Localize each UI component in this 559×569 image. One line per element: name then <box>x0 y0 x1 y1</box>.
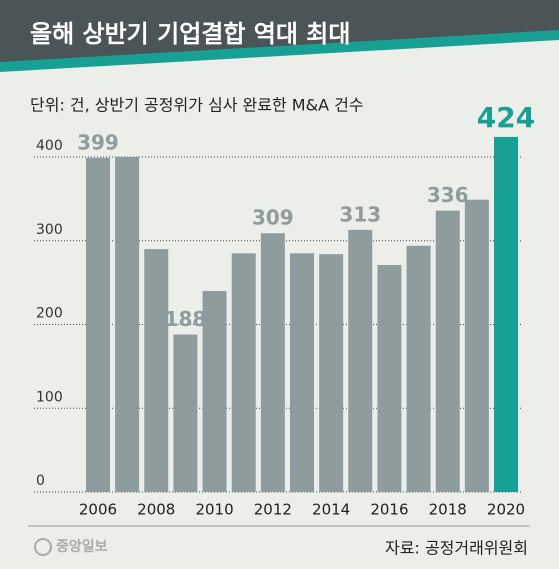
x-tick-label: 2014 <box>312 501 350 519</box>
bar <box>377 265 402 492</box>
banner <box>0 0 559 62</box>
data-label: 336 <box>427 183 469 207</box>
source: 자료: 공정거래위원회 <box>385 539 528 558</box>
subtitle: 단위: 건, 상반기 공정위가 심사 완료한 M&A 건수 <box>30 96 364 115</box>
bar <box>202 291 227 492</box>
logo: 중앙일보 <box>56 538 108 555</box>
bar <box>290 253 314 492</box>
x-tick-label: 2016 <box>370 501 408 519</box>
bar <box>406 245 431 492</box>
logo-icon <box>34 538 52 556</box>
x-tick-label: 2008 <box>137 501 175 519</box>
bar <box>85 157 110 492</box>
chart-title: 올해 상반기 기업결합 역대 최대 <box>30 20 350 48</box>
x-tick-label: 2020 <box>487 501 525 519</box>
bar <box>494 136 519 492</box>
data-label: 399 <box>77 130 119 154</box>
bar <box>144 249 169 492</box>
data-label: 313 <box>339 202 381 226</box>
x-tick-label: 2012 <box>254 501 292 519</box>
bar <box>115 157 140 492</box>
bar <box>173 334 198 492</box>
data-label: 309 <box>252 206 294 230</box>
y-tick-label: 200 <box>36 306 63 322</box>
bar <box>435 210 460 492</box>
y-tick-label: 0 <box>36 473 45 489</box>
x-tick-label: 2010 <box>195 501 233 519</box>
bar <box>260 233 285 492</box>
y-tick-label: 100 <box>36 389 63 405</box>
y-tick-label: 300 <box>36 222 63 238</box>
bar <box>231 253 256 492</box>
data-label: 424 <box>477 101 535 134</box>
x-tick-label: 2006 <box>79 501 117 519</box>
x-tick-label: 2018 <box>429 501 467 519</box>
bar <box>464 199 489 492</box>
data-label: 188 <box>165 307 207 331</box>
y-tick-label: 400 <box>36 138 63 154</box>
bar <box>319 254 344 492</box>
plot: 0 100 200 300 400 2006 399 2008 188 2010 2012 309 20… <box>34 101 535 519</box>
bar <box>348 229 373 493</box>
